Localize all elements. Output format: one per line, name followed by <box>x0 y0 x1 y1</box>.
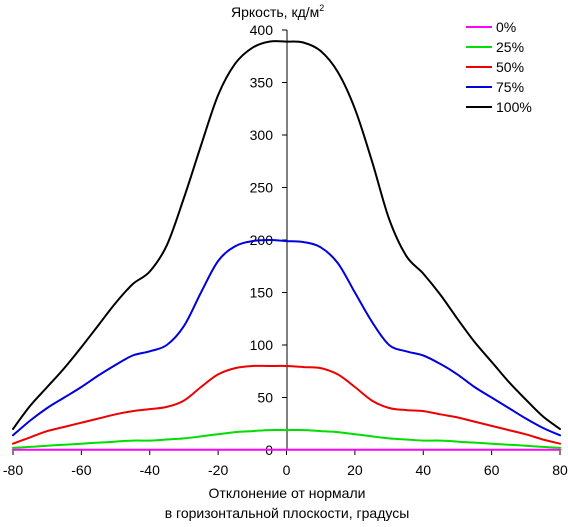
x-tick-label: -60 <box>71 462 91 478</box>
legend-label: 25% <box>496 39 524 55</box>
y-tick-label: 350 <box>250 75 274 91</box>
legend-label: 75% <box>496 79 524 95</box>
x-tick-label: 0 <box>283 462 291 478</box>
legend-label: 100% <box>496 99 532 115</box>
x-tick-label: -80 <box>3 462 23 478</box>
y-tick-label: 400 <box>250 22 274 38</box>
y-tick-label: 300 <box>250 127 274 143</box>
legend-label: 50% <box>496 59 524 75</box>
series-line-25pct <box>12 429 561 449</box>
y-tick-label: 100 <box>250 337 274 353</box>
x-axis-ticks: -80 -60 -40 -20 0 20 40 60 80 <box>3 450 568 478</box>
chart-title: Яркость, кд/м2 <box>231 3 324 20</box>
series-group <box>12 40 561 451</box>
legend: 0% 25% 50% 75% 100% <box>466 19 532 115</box>
y-tick-label: 50 <box>257 390 273 406</box>
y-tick-label: 250 <box>250 180 274 196</box>
x-tick-label: 40 <box>415 462 431 478</box>
x-tick-label: -40 <box>140 462 160 478</box>
x-tick-label: 20 <box>347 462 363 478</box>
x-axis-title-line2: в горизонтальной плоскости, градусы <box>165 505 410 521</box>
series-line-50pct <box>12 364 561 445</box>
x-tick-label: 60 <box>484 462 500 478</box>
x-tick-label: -20 <box>208 462 228 478</box>
series-line-75pct <box>12 239 561 437</box>
chart-title-superscript: 2 <box>319 3 324 13</box>
x-axis-title-line1: Отклонение от нормали <box>209 485 366 501</box>
legend-label: 0% <box>496 19 516 35</box>
series-line-100pct <box>12 40 561 430</box>
chart-title-main: Яркость, кд/м <box>231 4 319 20</box>
y-tick-label: 150 <box>250 285 274 301</box>
x-tick-label: 80 <box>552 462 568 478</box>
